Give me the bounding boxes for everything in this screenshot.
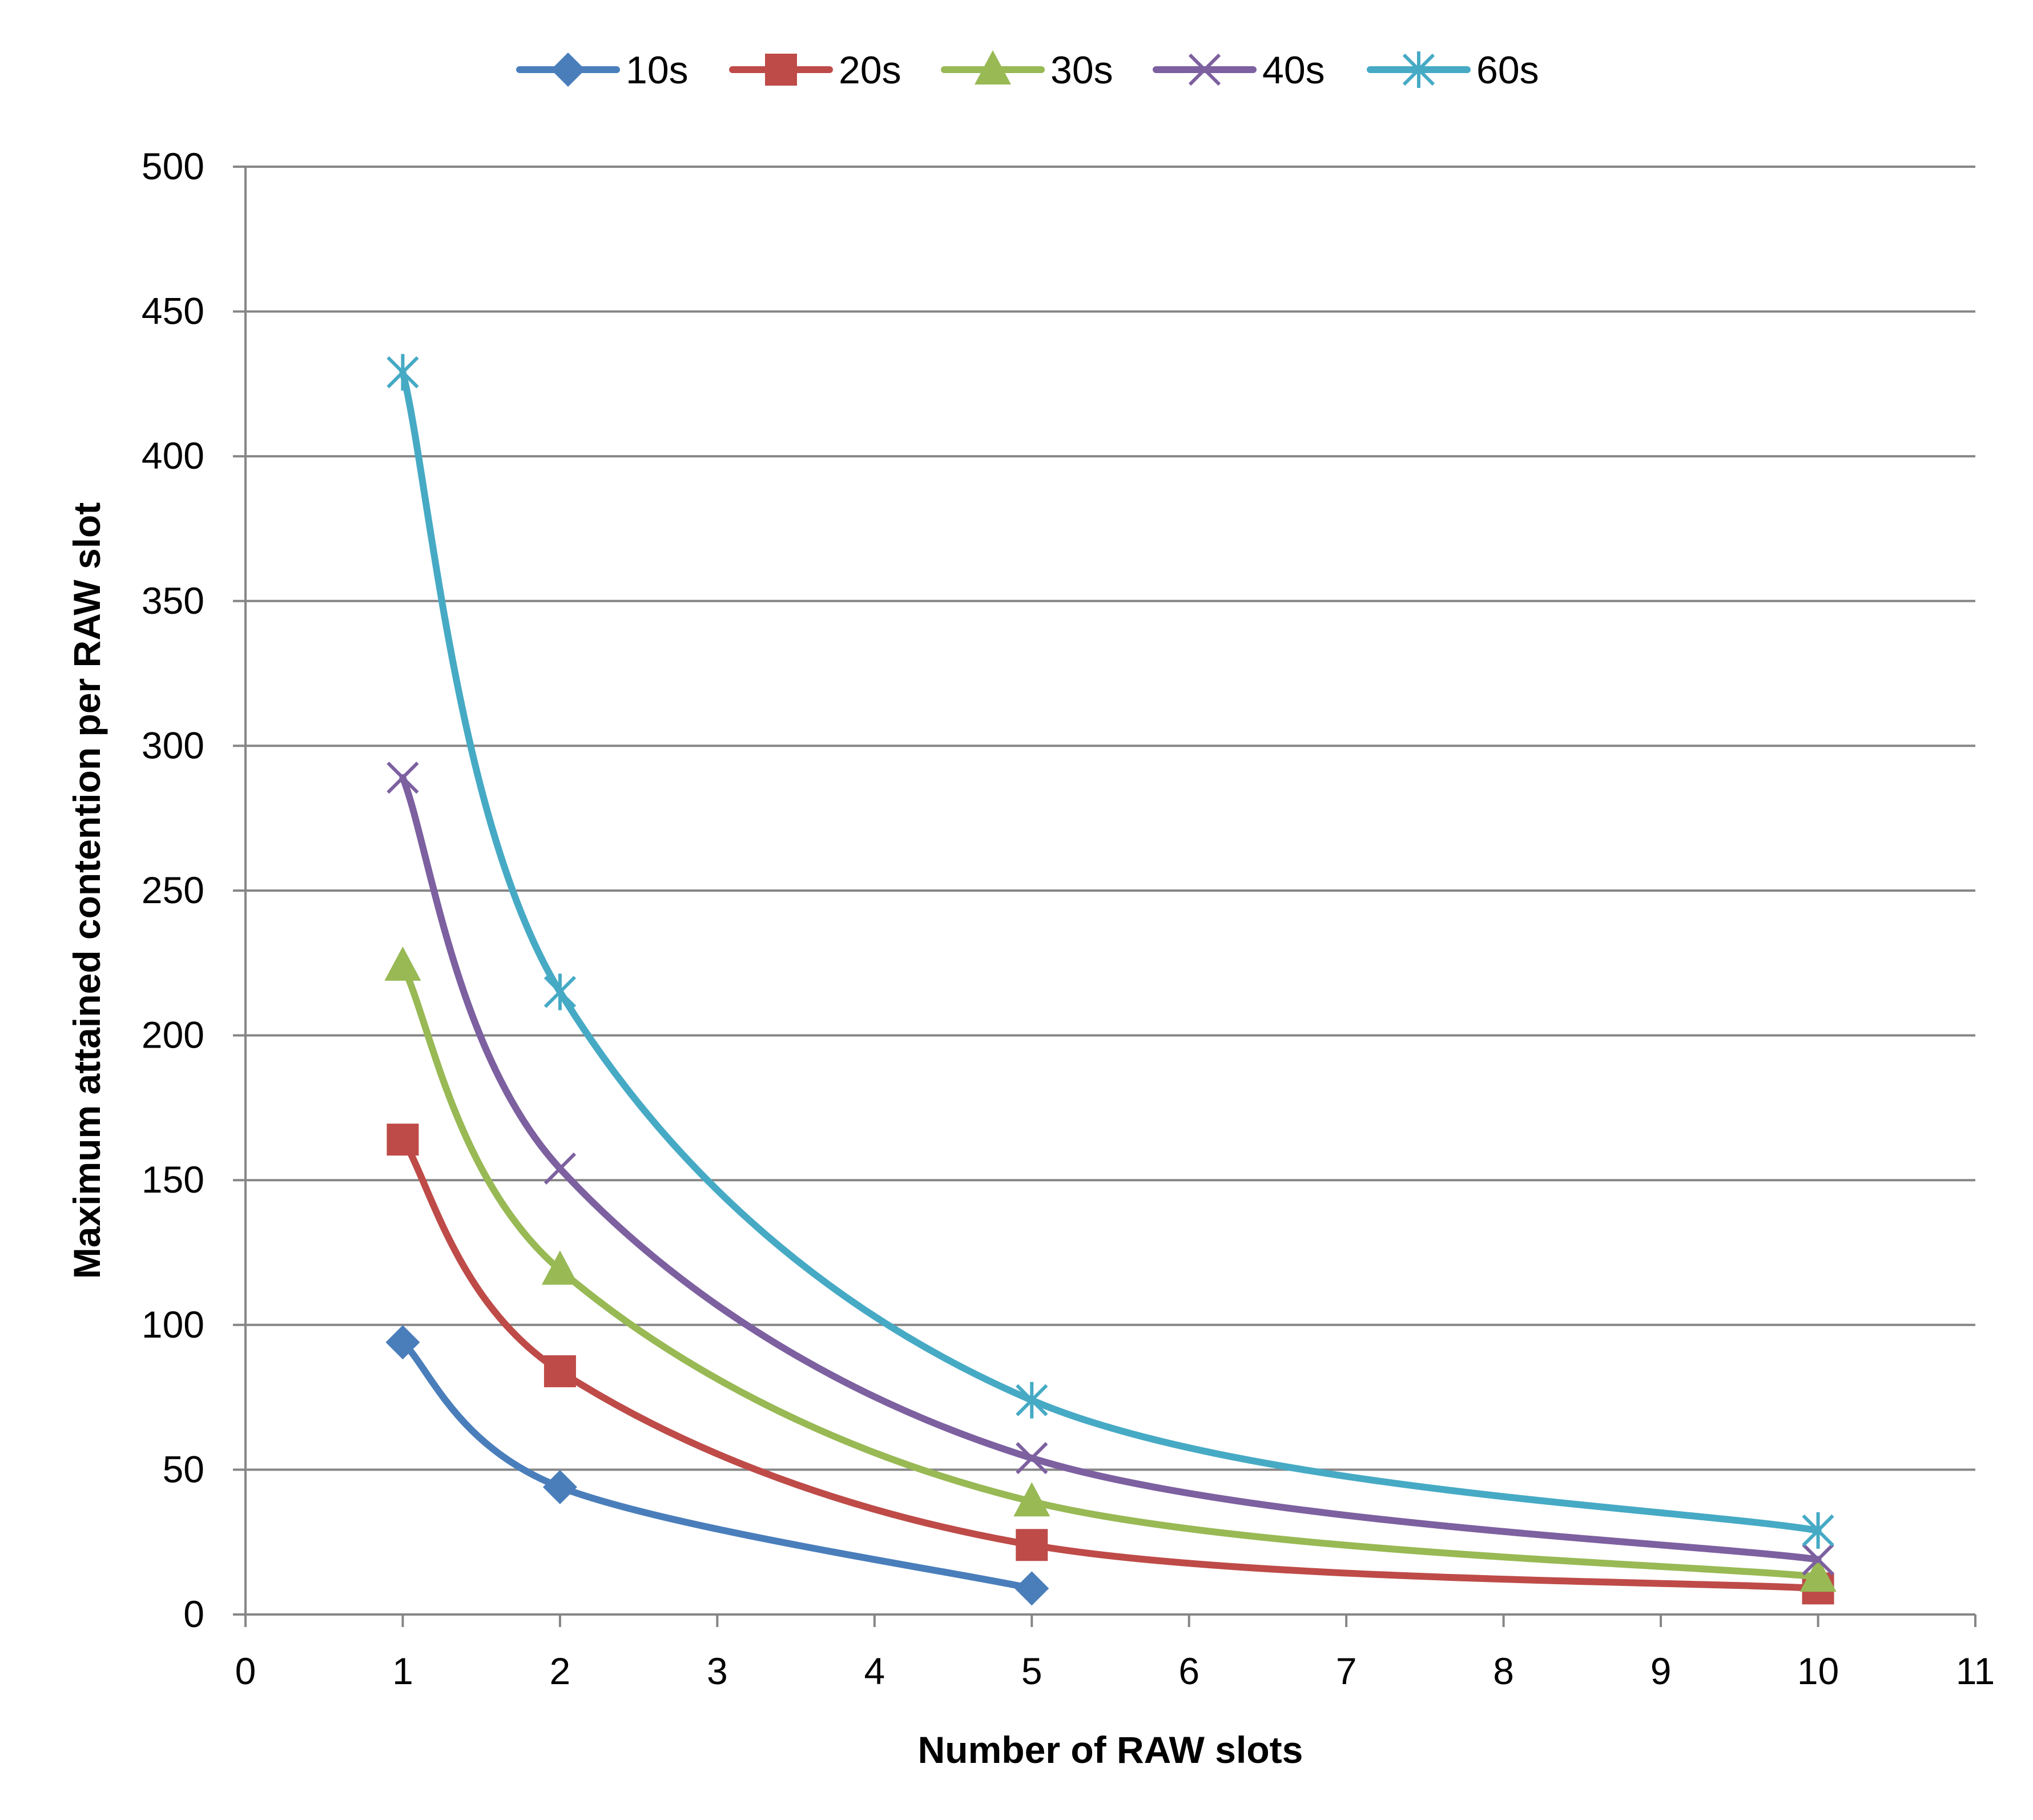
data-point-60s [1802, 1512, 1834, 1549]
data-point-60s [1016, 1382, 1048, 1419]
y-axis-title: Maximum attained contention per RAW slot [66, 502, 108, 1279]
series-line-20s [399, 1136, 1822, 1592]
x-tick-label: 6 [1178, 1650, 1199, 1692]
data-point-20s [387, 1124, 419, 1156]
tick-labels: 0 50 100 150 200 250 300 350 400 450 500 0 1 2 3 4 5 6 7 8 9… [142, 145, 1995, 1692]
legend-marker [1188, 53, 1221, 86]
legend-label: 20s [839, 49, 901, 92]
legend-item-40s: 40s [1153, 49, 1325, 92]
data-point-10s [1015, 1571, 1049, 1606]
x-tick-label: 4 [864, 1650, 885, 1692]
x-tick-label: 2 [550, 1650, 571, 1692]
data-point-10s [385, 1325, 420, 1360]
y-tick-label: 350 [142, 579, 204, 622]
x-tick-label: 9 [1650, 1650, 1672, 1692]
y-tick-label: 400 [142, 434, 204, 477]
legend-label: 60s [1476, 49, 1539, 92]
legend-label: 40s [1262, 49, 1325, 92]
legend-item-20s: 20s [729, 49, 901, 92]
data-point-60s [387, 354, 419, 391]
series-20s [387, 1124, 1834, 1605]
data-point-20s [1016, 1529, 1048, 1561]
y-tick-label: 450 [142, 290, 204, 332]
y-tick-label: 150 [142, 1158, 204, 1201]
y-tick-label: 200 [142, 1014, 204, 1056]
data-point-60s [544, 973, 577, 1010]
gridlines [245, 166, 1975, 1471]
legend-marker [551, 53, 585, 87]
y-tick-label: 500 [142, 145, 204, 187]
data-point-30s [384, 946, 421, 981]
data-point-40s [1016, 1441, 1048, 1475]
legend: 10s 20s 30s 40s 60s [516, 49, 1539, 92]
x-tick-label: 5 [1021, 1650, 1042, 1692]
x-tick-label: 1 [392, 1650, 413, 1692]
x-axis-title: Number of RAW slots [918, 1729, 1303, 1771]
data-point-30s [1799, 1557, 1837, 1592]
series-line-30s [399, 962, 1822, 1581]
legend-marker [975, 50, 1011, 84]
data-point-40s [1802, 1543, 1834, 1576]
series-10s [385, 1325, 1049, 1606]
series-40s [387, 762, 1834, 1576]
series-group [384, 354, 1837, 1606]
legend-item-10s: 10s [516, 49, 689, 92]
y-tick-label: 300 [142, 724, 204, 766]
series-line-10s [399, 1339, 1036, 1592]
legend-label: 30s [1050, 49, 1113, 92]
x-tick-label: 0 [235, 1650, 256, 1692]
series-line-60s [399, 369, 1822, 1534]
y-tick-label: 0 [183, 1593, 204, 1635]
data-point-20s [544, 1355, 576, 1387]
series-30s [384, 946, 1837, 1592]
x-tick-label: 11 [1956, 1650, 1995, 1692]
data-point-40s [387, 762, 419, 794]
legend-marker [765, 54, 797, 86]
legend-item-60s: 60s [1367, 49, 1539, 92]
data-point-30s [541, 1250, 578, 1285]
legend-marker [1402, 51, 1435, 88]
series-line-40s [399, 774, 1822, 1563]
axes [233, 166, 1976, 1627]
legend-item-30s: 30s [941, 49, 1113, 92]
x-tick-label: 8 [1493, 1650, 1514, 1692]
legend-label: 10s [626, 49, 689, 92]
data-point-30s [1013, 1482, 1050, 1517]
data-point-40s [544, 1152, 577, 1185]
y-tick-label: 50 [163, 1448, 204, 1490]
series-60s [387, 354, 1834, 1549]
data-point-10s [542, 1469, 577, 1504]
x-tick-label: 3 [707, 1650, 728, 1692]
x-tick-label: 10 [1797, 1650, 1839, 1692]
x-tick-label: 7 [1336, 1650, 1357, 1692]
y-tick-label: 250 [142, 869, 204, 911]
y-tick-label: 100 [142, 1303, 204, 1346]
